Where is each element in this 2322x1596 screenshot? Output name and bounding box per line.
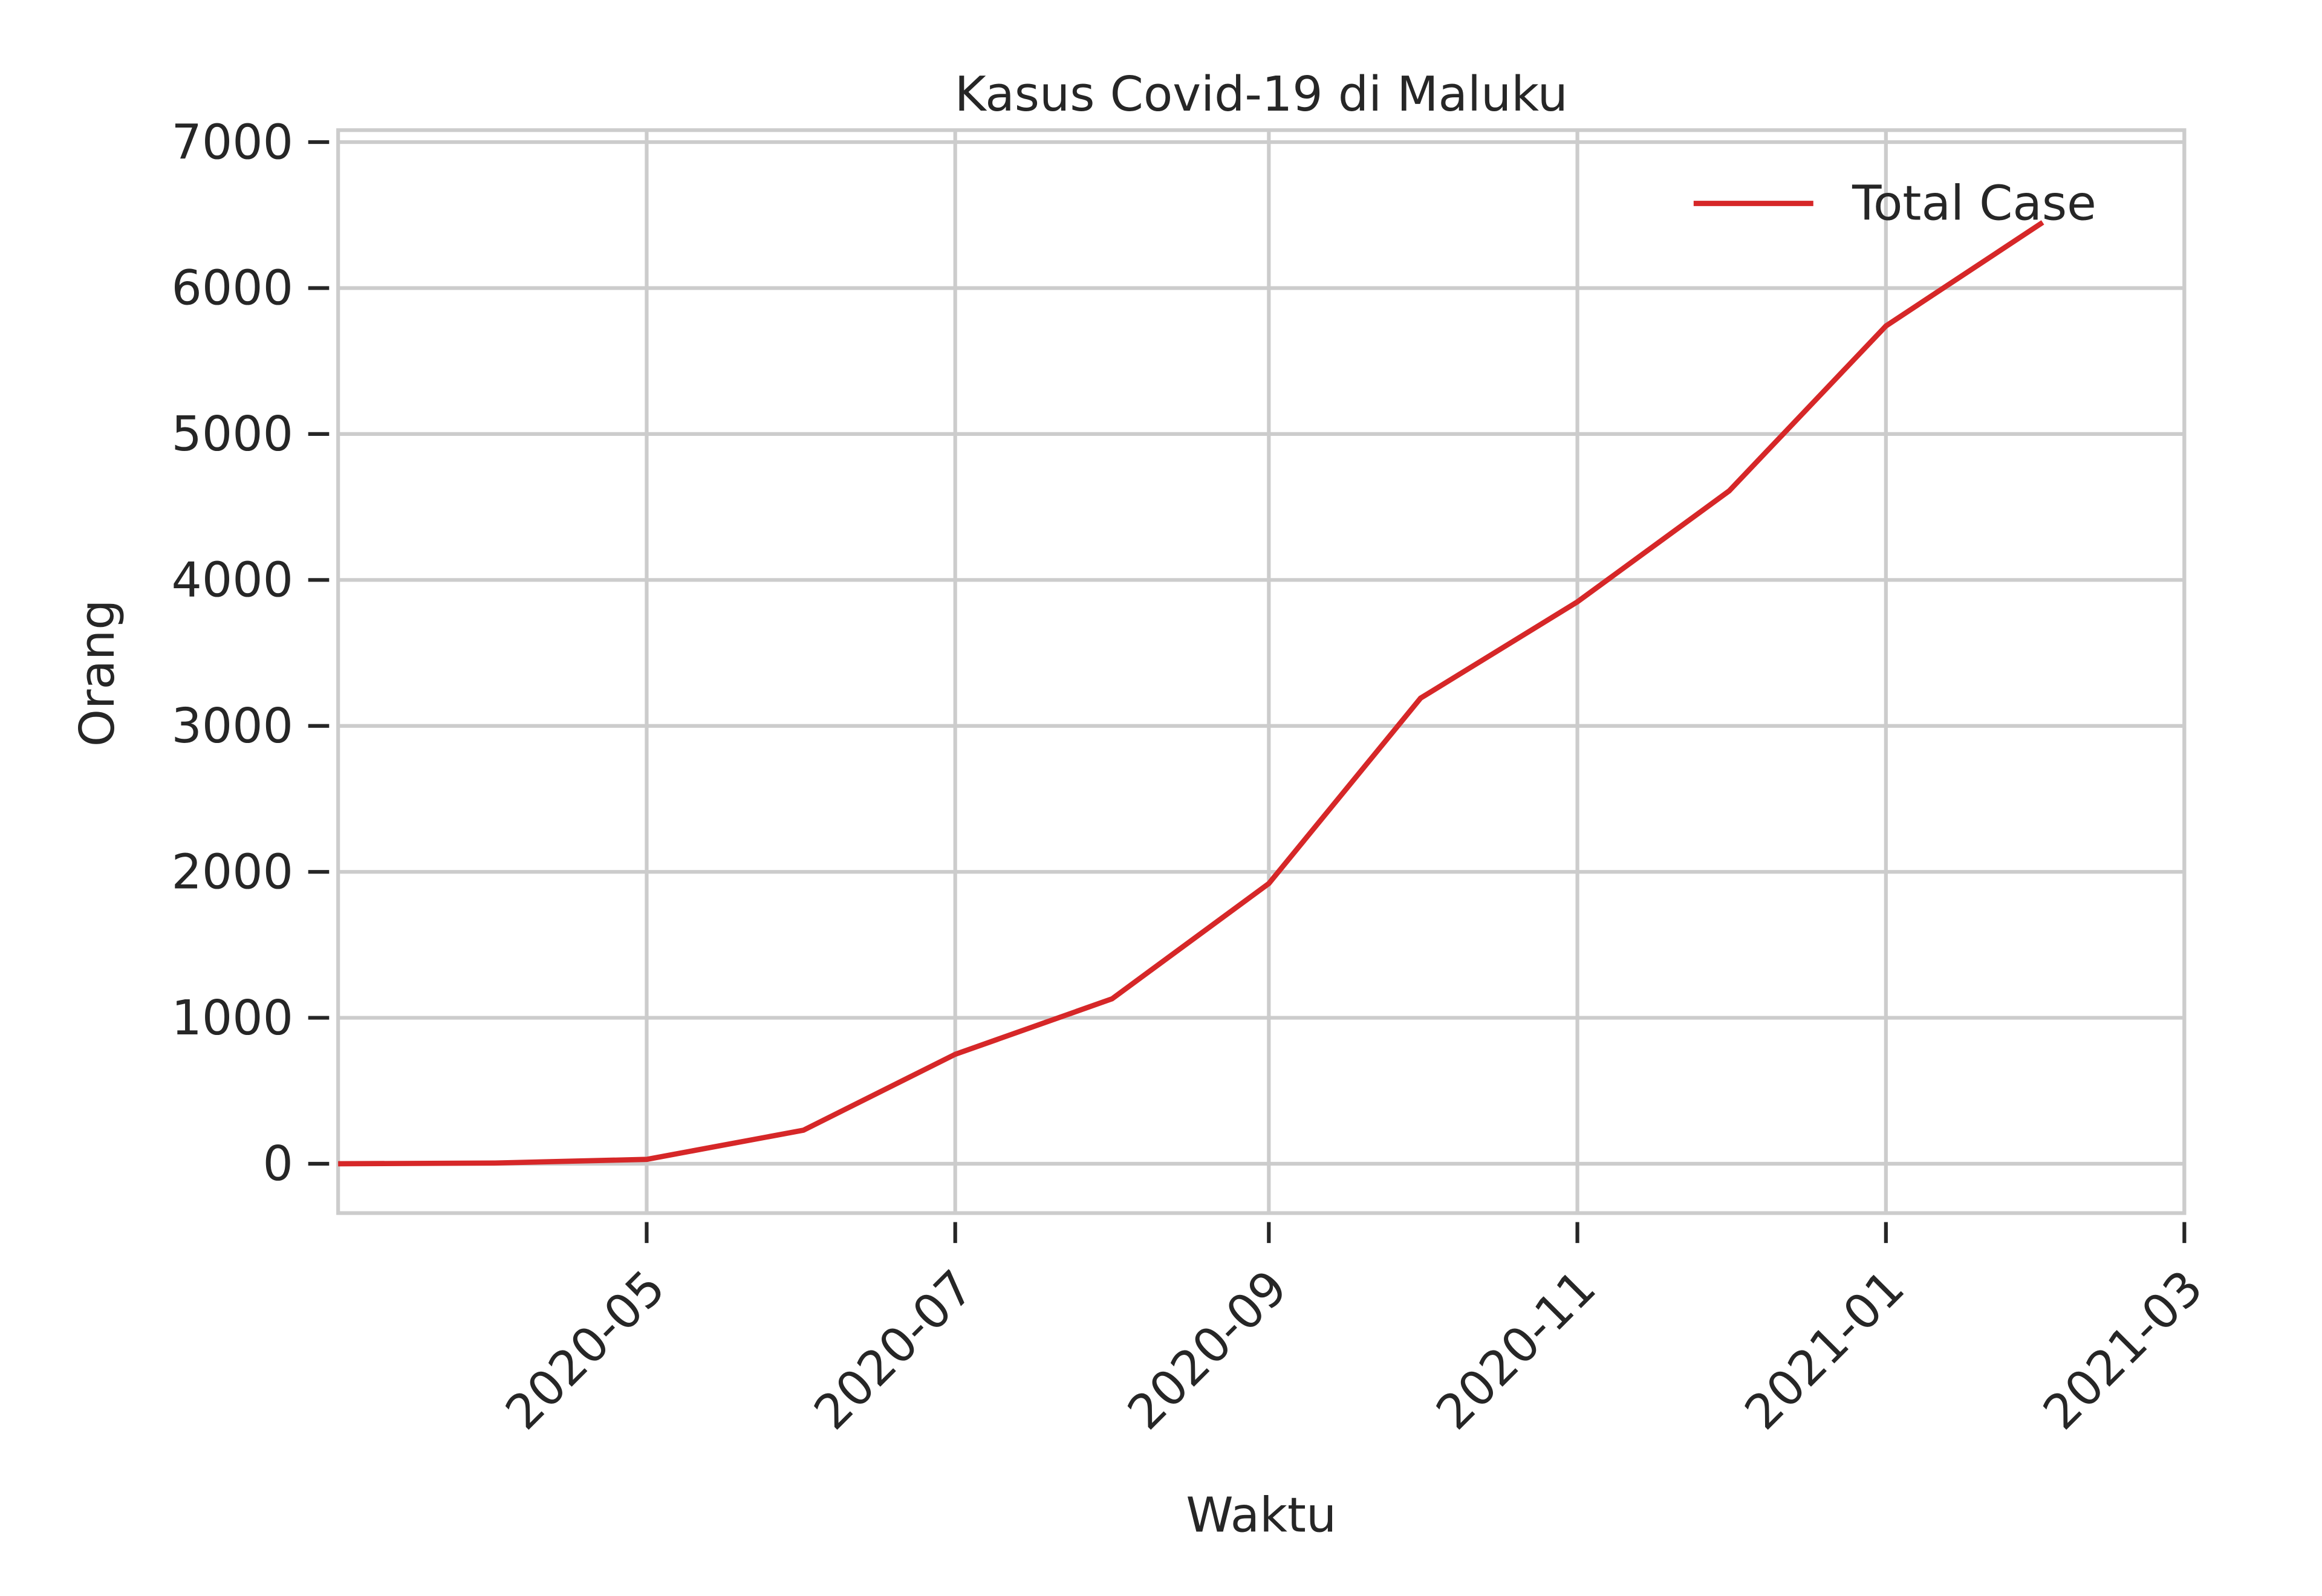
x-tick-label: 2021-03 — [2033, 1260, 2214, 1441]
y-tick-label: 4000 — [171, 553, 293, 608]
chart-title: Kasus Covid-19 di Maluku — [955, 66, 1568, 122]
y-axis-label: Orang — [70, 600, 125, 747]
y-tick-label: 5000 — [171, 406, 293, 462]
x-tick-label: 2020-09 — [1117, 1260, 1298, 1441]
y-tick-label: 0 — [263, 1136, 293, 1192]
y-tick-label: 3000 — [171, 698, 293, 754]
x-tick-label: 2021-01 — [1734, 1260, 1915, 1441]
x-tick-label: 2020-05 — [495, 1260, 676, 1441]
x-tick-label: 2020-11 — [1426, 1260, 1607, 1441]
line-series — [338, 220, 2044, 1167]
y-tick-label: 6000 — [171, 261, 293, 316]
plot-area — [336, 128, 2187, 1215]
y-tick-label: 2000 — [171, 844, 293, 900]
x-axis-label: Waktu — [1186, 1488, 1336, 1543]
y-tick-label: 1000 — [171, 990, 293, 1046]
legend-label: Total Case — [1852, 176, 2096, 232]
x-tick-label: 2020-07 — [804, 1260, 984, 1441]
y-tick-label: 7000 — [171, 114, 293, 170]
